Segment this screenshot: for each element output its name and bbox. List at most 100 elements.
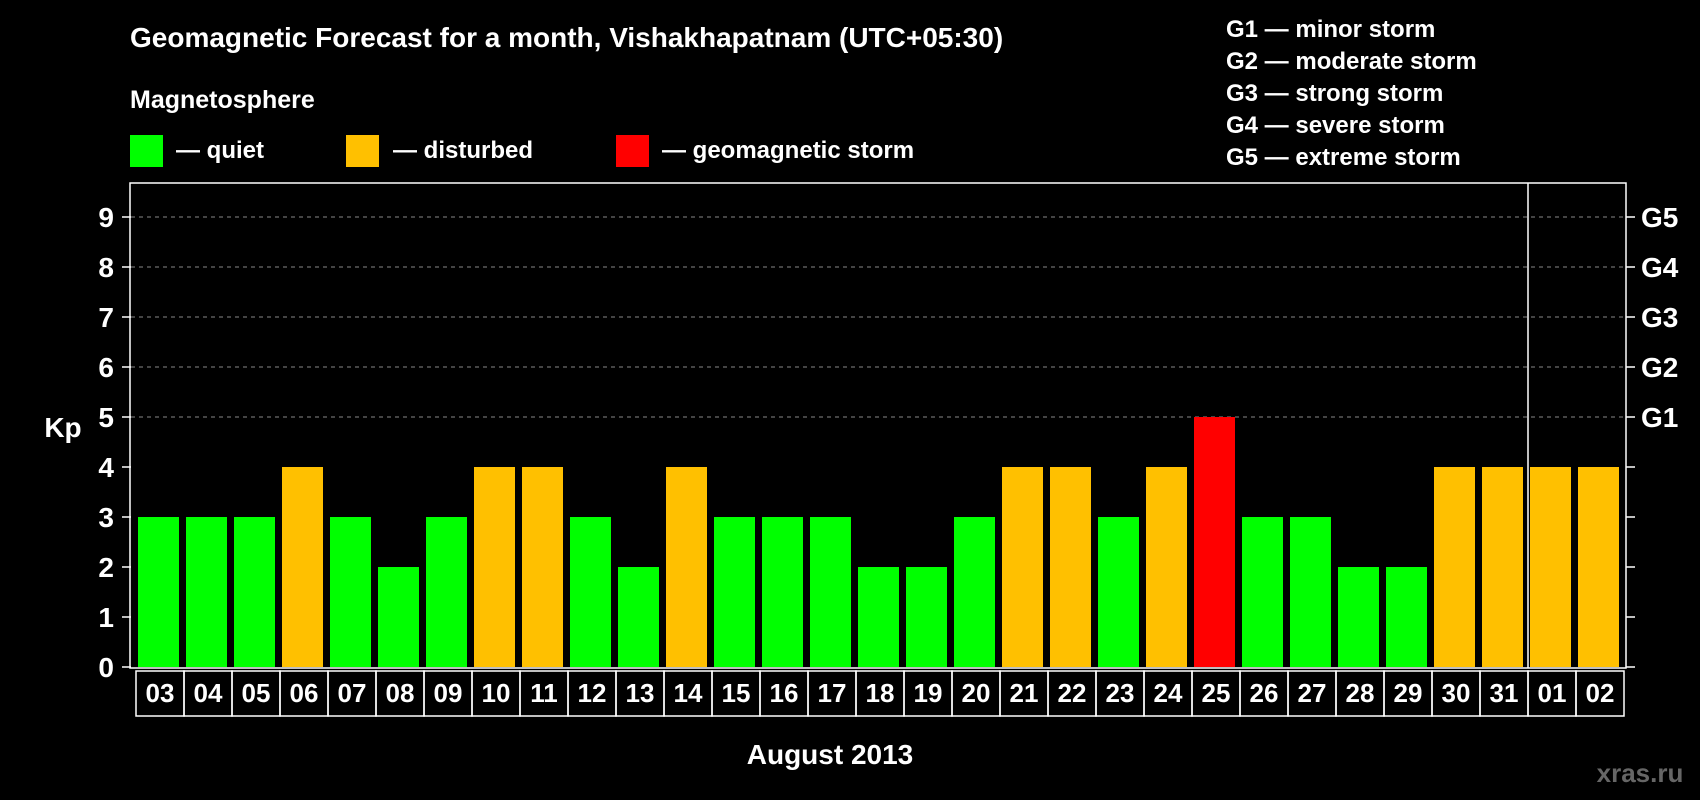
y-tick-label: 3 <box>98 502 114 533</box>
date-label-21: 21 <box>1010 678 1039 708</box>
y-tick-label: 7 <box>98 302 114 333</box>
bar-30 <box>1434 467 1475 667</box>
bars <box>138 183 1619 668</box>
date-label-09: 09 <box>434 678 463 708</box>
bar-11 <box>522 467 563 667</box>
bar-24 <box>1146 467 1187 667</box>
date-label-18: 18 <box>866 678 895 708</box>
legend-swatch-storm <box>616 135 649 167</box>
storm-level-label: G3 <box>1641 302 1678 333</box>
x-axis: 03 04 05 06 07 08 09 10 11 12 13 14 15 16 17 18 19 20 21 22… <box>135 670 1625 717</box>
date-label-19: 19 <box>914 678 943 708</box>
bar-22 <box>1050 467 1091 667</box>
bar-14 <box>666 467 707 667</box>
legend-label-disturbed: — disturbed <box>393 137 533 164</box>
y-tick-label: 9 <box>98 202 114 233</box>
storm-scale-g4: G4 — severe storm <box>1226 112 1445 139</box>
date-label-10: 10 <box>482 678 511 708</box>
bar-07 <box>330 517 371 667</box>
date-label-04: 04 <box>194 678 223 708</box>
storm-level-label: G2 <box>1641 352 1678 383</box>
bar-27 <box>1290 517 1331 667</box>
bar-04 <box>186 517 227 667</box>
legend-label-storm: — geomagnetic storm <box>662 137 914 164</box>
bar-08 <box>378 567 419 667</box>
bar-09 <box>426 517 467 667</box>
bar-15 <box>714 517 755 667</box>
bar-03 <box>138 517 179 667</box>
legend: — quiet — disturbed — geomagnetic storm <box>130 135 914 167</box>
bar-26 <box>1242 517 1283 667</box>
y-tick-label: 8 <box>98 252 114 283</box>
y-tick-label: 2 <box>98 552 114 583</box>
date-label-26: 26 <box>1250 678 1279 708</box>
storm-scale-g1: G1 — minor storm <box>1226 16 1435 43</box>
date-label-25: 25 <box>1202 678 1231 708</box>
grid-lines <box>131 216 1625 418</box>
y-tick-label: 4 <box>98 452 114 483</box>
date-label-12: 12 <box>578 678 607 708</box>
bar-25 <box>1194 417 1235 667</box>
section-label: Magnetosphere <box>130 86 315 114</box>
bar-31 <box>1482 467 1523 667</box>
storm-scale-key: G1 — minor storm G2 — moderate storm G3 … <box>1226 16 1477 171</box>
date-label-31: 31 <box>1490 678 1519 708</box>
date-label-07: 07 <box>338 678 367 708</box>
date-label-30: 30 <box>1442 678 1471 708</box>
date-label-05: 05 <box>242 678 271 708</box>
bar-05 <box>234 517 275 667</box>
chart-title: Geomagnetic Forecast for a month, Vishak… <box>130 22 1003 53</box>
bar-13 <box>618 567 659 667</box>
date-label-22: 22 <box>1058 678 1087 708</box>
plot-frame <box>129 182 1627 669</box>
bar-18 <box>858 567 899 667</box>
bar-12 <box>570 517 611 667</box>
date-label-13: 13 <box>626 678 655 708</box>
legend-label-quiet: — quiet <box>176 137 264 164</box>
date-label-17: 17 <box>818 678 847 708</box>
bar-19 <box>906 567 947 667</box>
bar-01 <box>1530 467 1571 667</box>
legend-swatch-disturbed <box>346 135 379 167</box>
x-axis-label: August 2013 <box>747 739 914 770</box>
bar-16 <box>762 517 803 667</box>
bar-20 <box>954 517 995 667</box>
bar-02 <box>1578 467 1619 667</box>
y-tick-label: 5 <box>98 402 114 433</box>
storm-level-label: G1 <box>1641 402 1678 433</box>
date-label-27: 27 <box>1298 678 1327 708</box>
y-axis-label: Kp <box>44 412 81 443</box>
date-label-23: 23 <box>1106 678 1135 708</box>
bar-10 <box>474 467 515 667</box>
date-label-14: 14 <box>674 678 703 708</box>
date-cell <box>1575 670 1625 717</box>
date-label-11: 11 <box>530 678 558 708</box>
storm-scale-g5: G5 — extreme storm <box>1226 144 1461 171</box>
date-label-06: 06 <box>290 678 319 708</box>
date-label-28: 28 <box>1346 678 1375 708</box>
date-label-20: 20 <box>962 678 991 708</box>
storm-level-label: G4 <box>1641 252 1679 283</box>
bar-23 <box>1098 517 1139 667</box>
y-tick-label: 1 <box>98 602 114 633</box>
date-label-24: 24 <box>1154 678 1183 708</box>
bar-17 <box>810 517 851 667</box>
y-tick-label: 6 <box>98 352 114 383</box>
watermark: xras.ru <box>1597 758 1684 788</box>
storm-scale-g3: G3 — strong storm <box>1226 80 1443 107</box>
date-label-29: 29 <box>1394 678 1423 708</box>
storm-axis: G1 G2 G3 G4 G5 <box>1626 202 1679 668</box>
date-label-08: 08 <box>386 678 415 708</box>
bar-29 <box>1386 567 1427 667</box>
storm-level-label: G5 <box>1641 202 1678 233</box>
date-label-15: 15 <box>722 678 751 708</box>
y-axis: 0 1 2 3 4 5 6 7 8 9 <box>98 202 131 683</box>
legend-swatch-quiet <box>130 135 163 167</box>
storm-scale-g2: G2 — moderate storm <box>1226 48 1477 75</box>
bar-21 <box>1002 467 1043 667</box>
bar-28 <box>1338 567 1379 667</box>
date-label-03: 03 <box>146 678 175 708</box>
date-label-01: 01 <box>1538 678 1567 708</box>
date-label-02: 02 <box>1586 678 1615 708</box>
